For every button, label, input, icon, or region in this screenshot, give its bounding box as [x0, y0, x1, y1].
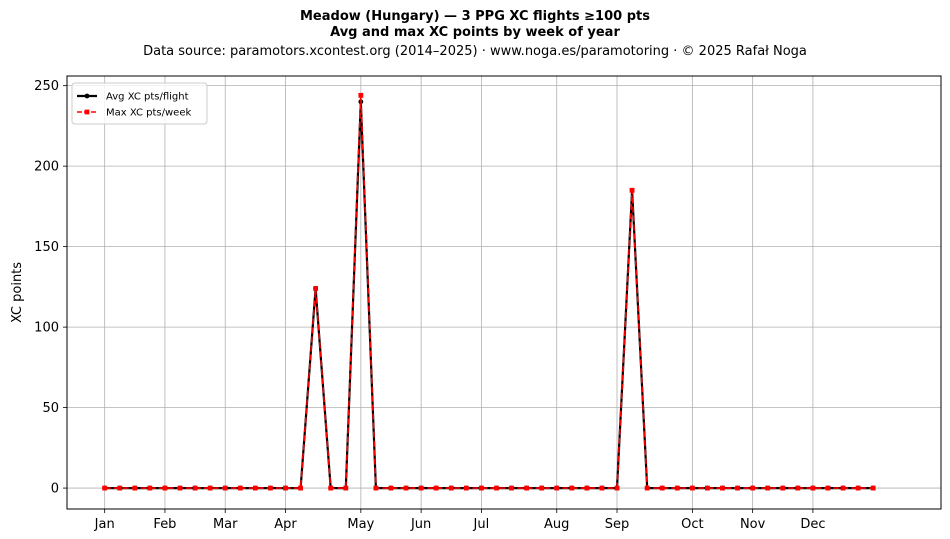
x-tick-label: Sep [605, 517, 630, 532]
max-series-point [268, 485, 273, 491]
x-tick-label: Jul [473, 517, 490, 532]
grid-lines [67, 76, 941, 509]
max-series-point [780, 485, 786, 491]
max-series-point [705, 485, 710, 491]
legend-swatch-marker [84, 93, 90, 99]
max-series-point [614, 485, 620, 491]
max-series-point [840, 485, 846, 491]
y-tick-label: 50 [42, 401, 59, 416]
x-tick-label: Nov [740, 517, 766, 532]
max-series-point [825, 485, 831, 491]
chart-title-line2: Avg and max XC points by week of year [330, 25, 620, 40]
max-series-point [373, 485, 379, 491]
y-tick-label: 150 [34, 240, 59, 255]
avg-series-line [104, 100, 874, 490]
max-series-point [403, 485, 409, 491]
x-tick-label: Apr [274, 517, 297, 532]
legend: Avg XC pts/flight Max XC pts/week [71, 82, 208, 125]
x-tick-label: Oct [681, 517, 703, 532]
chart-subtitle: Data source: paramotors.xcontest.org (20… [143, 44, 807, 59]
max-series-point [162, 485, 168, 491]
max-series-point [524, 485, 530, 491]
max-series-point [222, 485, 228, 491]
max-series-point [358, 92, 364, 98]
max-series-point [388, 485, 394, 491]
x-tick-label: Mar [213, 517, 238, 532]
max-series-point [674, 485, 680, 491]
max-series-point [569, 485, 575, 491]
max-series-point [584, 485, 590, 491]
max-series-point [720, 485, 725, 491]
plot-frame [66, 75, 942, 510]
y-tick-label: 0 [51, 482, 59, 497]
legend-box [71, 82, 208, 125]
axis-ticks: 0 50 100 150 200 250 Jan Feb Mar Apr May Jun Jul Aug S… [34, 79, 825, 532]
legend-swatch-marker [84, 109, 90, 115]
legend-entry-label: Avg XC pts/flight [106, 92, 189, 103]
y-axis-label: XC points [10, 262, 25, 323]
max-series-point [750, 485, 756, 491]
series-layer [102, 92, 876, 491]
y-tick-label: 200 [34, 160, 59, 175]
max-series-point [192, 485, 198, 491]
max-series-point [237, 485, 243, 491]
max-series-point [795, 485, 801, 491]
max-series-point [765, 485, 771, 491]
x-tick-label: Jan [94, 517, 115, 532]
max-series-point [132, 485, 138, 491]
chart-titles: Meadow (Hungary) — 3 PPG XC flights ≥100… [0, 9, 950, 60]
max-series-point [810, 485, 816, 491]
max-series-point [298, 485, 303, 491]
x-tick-label: Dec [800, 517, 825, 532]
y-tick-label: 100 [34, 321, 59, 336]
max-series-point [283, 485, 288, 491]
max-series-point [629, 187, 635, 193]
chart-title: Meadow (Hungary) — 3 PPG XC flights ≥100… [300, 9, 650, 24]
max-series-point [328, 485, 334, 491]
max-series-point [539, 485, 545, 491]
max-series-point [177, 485, 183, 491]
max-series-point [659, 485, 665, 491]
max-series-point [855, 485, 861, 491]
y-tick-label: 250 [34, 79, 59, 94]
max-series-point [207, 485, 213, 491]
max-series-point [689, 485, 695, 491]
max-series-point [509, 485, 514, 491]
max-series-point [599, 485, 605, 491]
max-series-point [494, 485, 499, 491]
max-series-point [463, 485, 469, 491]
max-series-point [554, 485, 560, 491]
max-series-point [252, 485, 258, 491]
x-tick-label: Jun [410, 517, 431, 532]
max-series-point [313, 286, 319, 291]
max-series-point [644, 485, 650, 491]
x-tick-label: Feb [153, 517, 176, 532]
max-series-line [104, 94, 874, 489]
max-series-point [418, 485, 424, 491]
legend-entry-label: Max XC pts/week [106, 108, 191, 119]
x-tick-label: May [347, 517, 374, 532]
max-series-point [735, 485, 740, 491]
x-tick-label: Aug [544, 517, 569, 532]
max-series-point [102, 485, 108, 491]
max-series-point [117, 485, 123, 491]
max-series-point [478, 485, 484, 491]
max-series-point [433, 485, 439, 491]
max-series-point [870, 485, 876, 491]
max-series-point [343, 485, 349, 491]
max-series-point [448, 485, 454, 491]
max-series-point [147, 485, 153, 491]
